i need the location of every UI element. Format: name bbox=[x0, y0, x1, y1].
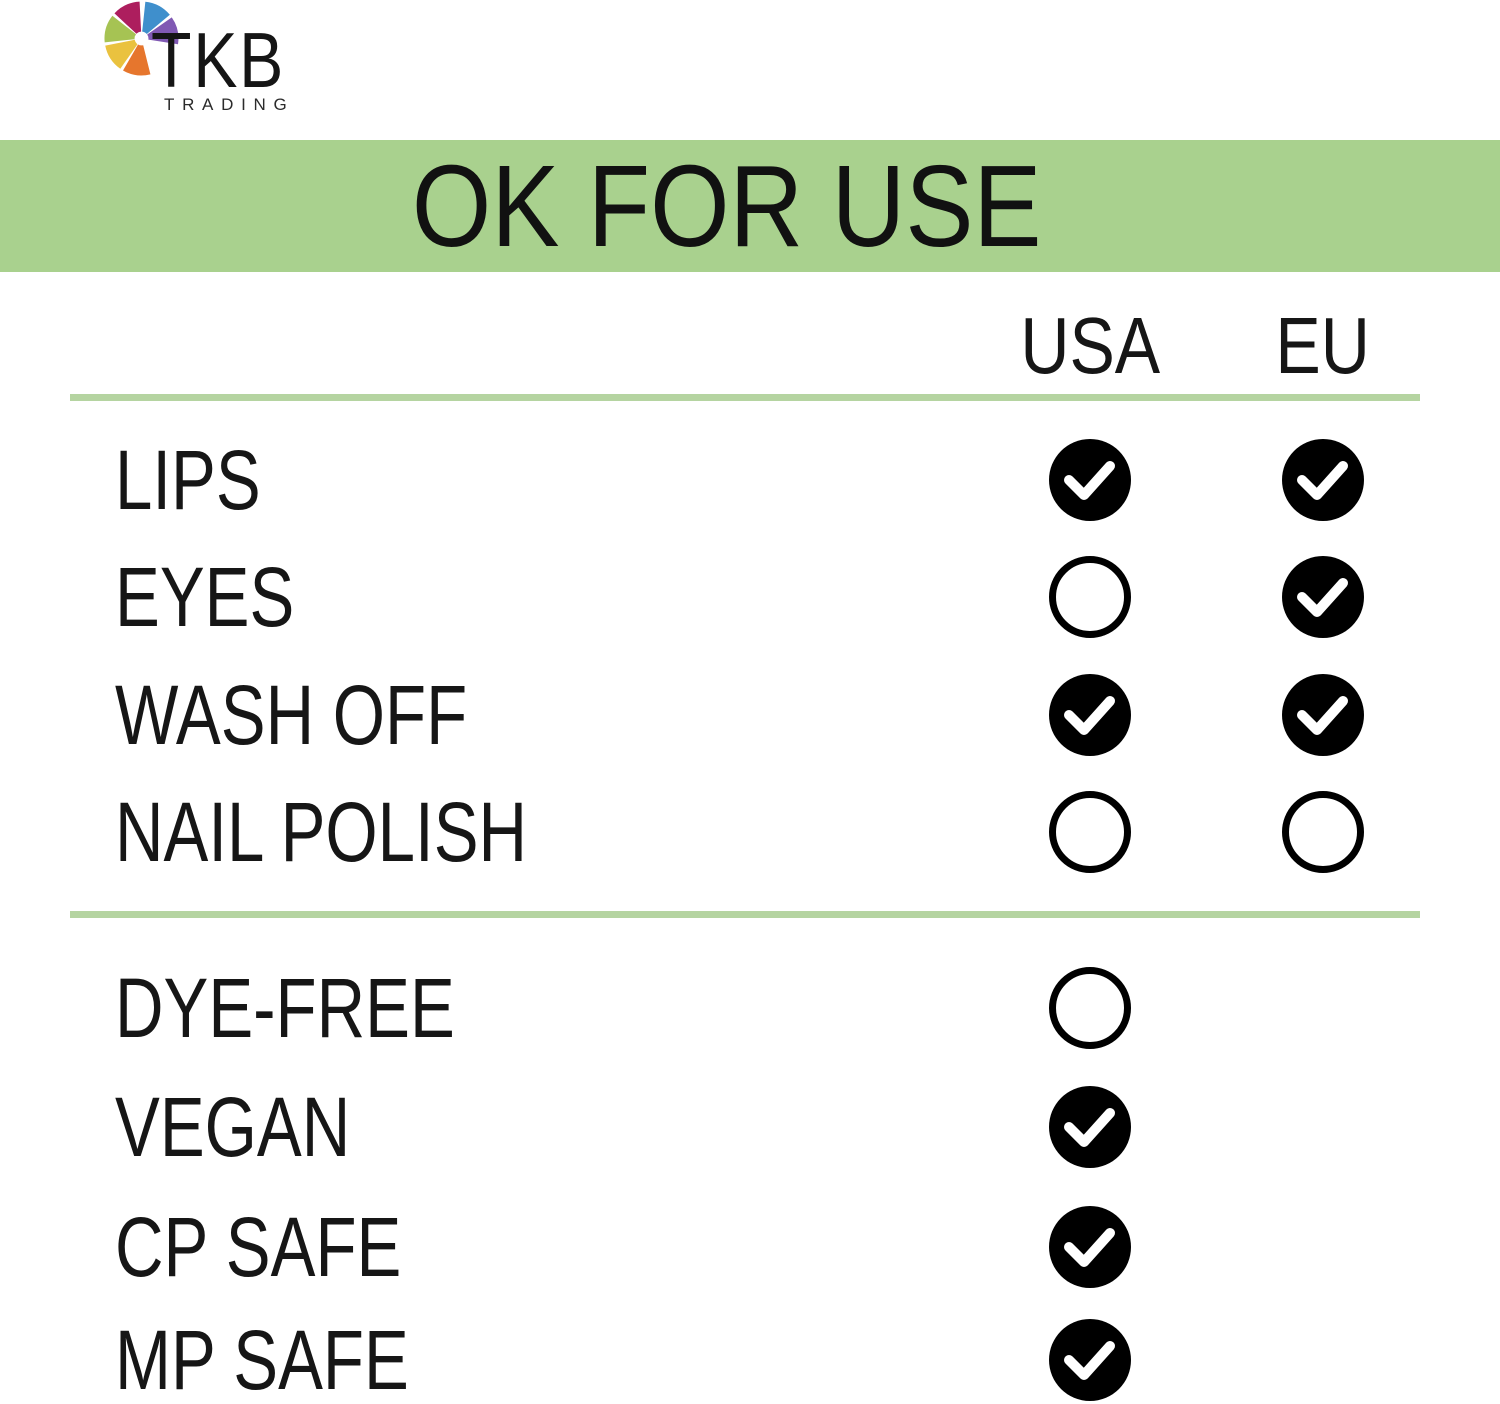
divider bbox=[70, 394, 1420, 401]
banner: OK FOR USE bbox=[0, 140, 1500, 272]
pinwheel-wedge-purple bbox=[147, 17, 179, 45]
row-label-cp-safe: CP SAFE bbox=[115, 1199, 402, 1294]
check-circle-icon bbox=[1049, 674, 1131, 756]
row-label-dye-free: DYE-FREE bbox=[115, 960, 455, 1055]
check-circle-icon bbox=[1049, 1206, 1131, 1288]
check-circle-icon bbox=[1282, 556, 1364, 638]
row-label-nail-polish: NAIL POLISH bbox=[115, 784, 528, 879]
brand-subtitle: TRADING bbox=[164, 95, 295, 114]
pinwheel-wedge-magenta bbox=[114, 1, 142, 34]
check-circle-icon bbox=[1282, 674, 1364, 756]
row-label-eyes: EYES bbox=[115, 549, 295, 644]
pinwheel-wedge-blue bbox=[142, 1, 170, 35]
column-header-eu: EU bbox=[1275, 301, 1371, 390]
divider bbox=[70, 911, 1420, 918]
page-title: OK FOR USE bbox=[412, 141, 1042, 271]
brand-name: TKB bbox=[151, 16, 286, 104]
pinwheel-wedge-orange bbox=[123, 44, 151, 76]
check-circle-icon bbox=[1282, 439, 1364, 521]
empty-circle-icon bbox=[1049, 967, 1131, 1049]
check-circle-icon bbox=[1049, 1086, 1131, 1168]
empty-circle-icon bbox=[1282, 791, 1364, 873]
check-circle-icon bbox=[1049, 1319, 1131, 1401]
brand-logo: TKB TRADING bbox=[0, 0, 400, 140]
pinwheel-wedge-green bbox=[104, 15, 137, 43]
row-label-lips: LIPS bbox=[115, 432, 261, 527]
row-label-vegan: VEGAN bbox=[115, 1079, 351, 1174]
row-label-wash-off: WASH OFF bbox=[115, 667, 468, 762]
check-circle-icon bbox=[1049, 439, 1131, 521]
column-header-usa: USA bbox=[1020, 301, 1160, 390]
pinwheel-wedge-yellow bbox=[105, 39, 138, 69]
empty-circle-icon bbox=[1049, 556, 1131, 638]
empty-circle-icon bbox=[1049, 791, 1131, 873]
row-label-mp-safe: MP SAFE bbox=[115, 1312, 409, 1404]
pinwheel-icon bbox=[104, 1, 179, 76]
